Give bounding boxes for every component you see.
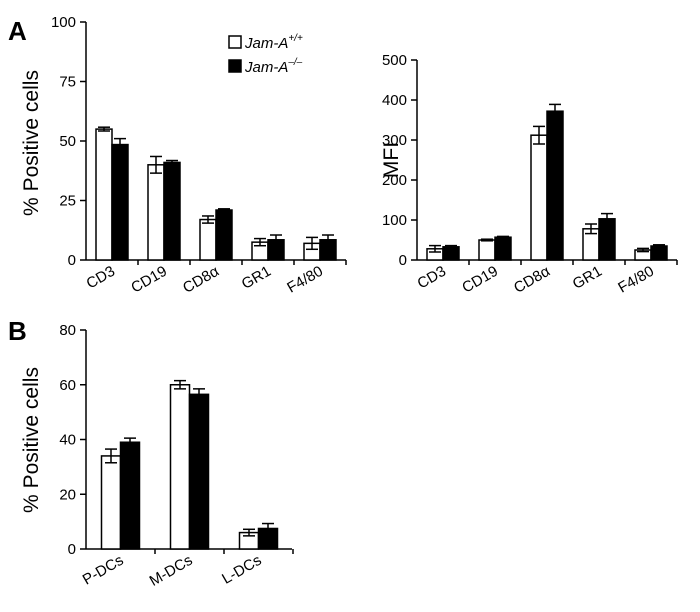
x-tick-label: CD8α xyxy=(511,263,553,297)
y-tick-label: 400 xyxy=(382,92,407,109)
bar xyxy=(111,143,129,261)
y-tick-label: 25 xyxy=(59,193,76,210)
x-tick-label: CD3 xyxy=(415,263,449,293)
legend-label-wildtype-superscript: +/+ xyxy=(288,33,303,44)
y-tick-label: 60 xyxy=(59,377,76,394)
y-tick-label: 80 xyxy=(59,322,76,339)
bar xyxy=(215,209,233,261)
bar xyxy=(650,245,668,261)
x-tick-label: F4/80 xyxy=(615,263,657,297)
x-tick-label: CD19 xyxy=(459,263,501,297)
bar xyxy=(163,161,181,261)
panel-label-b: B xyxy=(8,316,27,346)
x-tick-label: GR1 xyxy=(239,263,274,293)
x-tick-label: CD8α xyxy=(180,263,222,297)
legend-label-wildtype: Jam-A+/+ xyxy=(244,33,303,52)
x-tick-label: CD19 xyxy=(128,263,170,297)
legend-label-knockout-genotype: Jam-A xyxy=(244,59,288,76)
legend-label-knockout: Jam-A–/– xyxy=(244,57,303,76)
bar xyxy=(598,218,616,261)
chart-a-mfi: 0 100 200 300 400 500 MFI CD3 CD19 CD8α GR1 F4/80 xyxy=(380,52,678,297)
y-axis-label: % Positive cells xyxy=(20,367,43,513)
bar xyxy=(478,239,496,261)
y-tick-label: 0 xyxy=(68,541,76,558)
bar xyxy=(442,246,460,261)
x-tick-label: GR1 xyxy=(570,263,605,293)
bar xyxy=(147,164,165,261)
x-tick-label: L-DCs xyxy=(219,552,264,588)
bar xyxy=(119,441,141,550)
y-tick-label: 50 xyxy=(59,133,76,150)
x-tick-label: P-DCs xyxy=(80,552,127,589)
y-axis-label: MFI xyxy=(380,142,403,178)
y-tick-label: 500 xyxy=(382,52,407,69)
y-axis-label: % Positive cells xyxy=(20,70,43,216)
y-tick-label: 300 xyxy=(382,132,407,149)
y-tick-label: 0 xyxy=(399,252,407,269)
bar xyxy=(494,236,512,261)
bar xyxy=(546,110,564,261)
chart-b-percent-positive: 0 20 40 60 80 % Positive cells P-DCs M-DCs L-DCs xyxy=(20,322,294,590)
legend-swatch-knockout xyxy=(228,59,242,73)
y-tick-label: 40 xyxy=(59,432,76,449)
bar xyxy=(188,393,210,550)
x-tick-label: M-DCs xyxy=(147,552,196,590)
x-tick-label: CD3 xyxy=(84,263,118,293)
y-tick-label: 100 xyxy=(51,14,76,31)
y-tick-label: 100 xyxy=(382,212,407,229)
y-tick-label: 0 xyxy=(68,252,76,269)
bar xyxy=(95,128,113,261)
legend-swatch-wildtype xyxy=(228,35,242,49)
y-tick-label: 75 xyxy=(59,74,76,91)
legend-label-knockout-superscript: –/– xyxy=(287,57,302,68)
legend: Jam-A+/+ Jam-A–/– xyxy=(228,33,303,76)
bar xyxy=(100,455,122,550)
bar xyxy=(169,384,191,550)
x-tick-label: F4/80 xyxy=(284,263,326,297)
y-tick-label: 20 xyxy=(59,486,76,503)
panel-label-a: A xyxy=(8,16,27,46)
y-tick-label: 200 xyxy=(382,172,407,189)
bar xyxy=(530,134,548,261)
legend-label-wildtype-genotype: Jam-A xyxy=(244,35,288,52)
bar xyxy=(199,218,217,261)
